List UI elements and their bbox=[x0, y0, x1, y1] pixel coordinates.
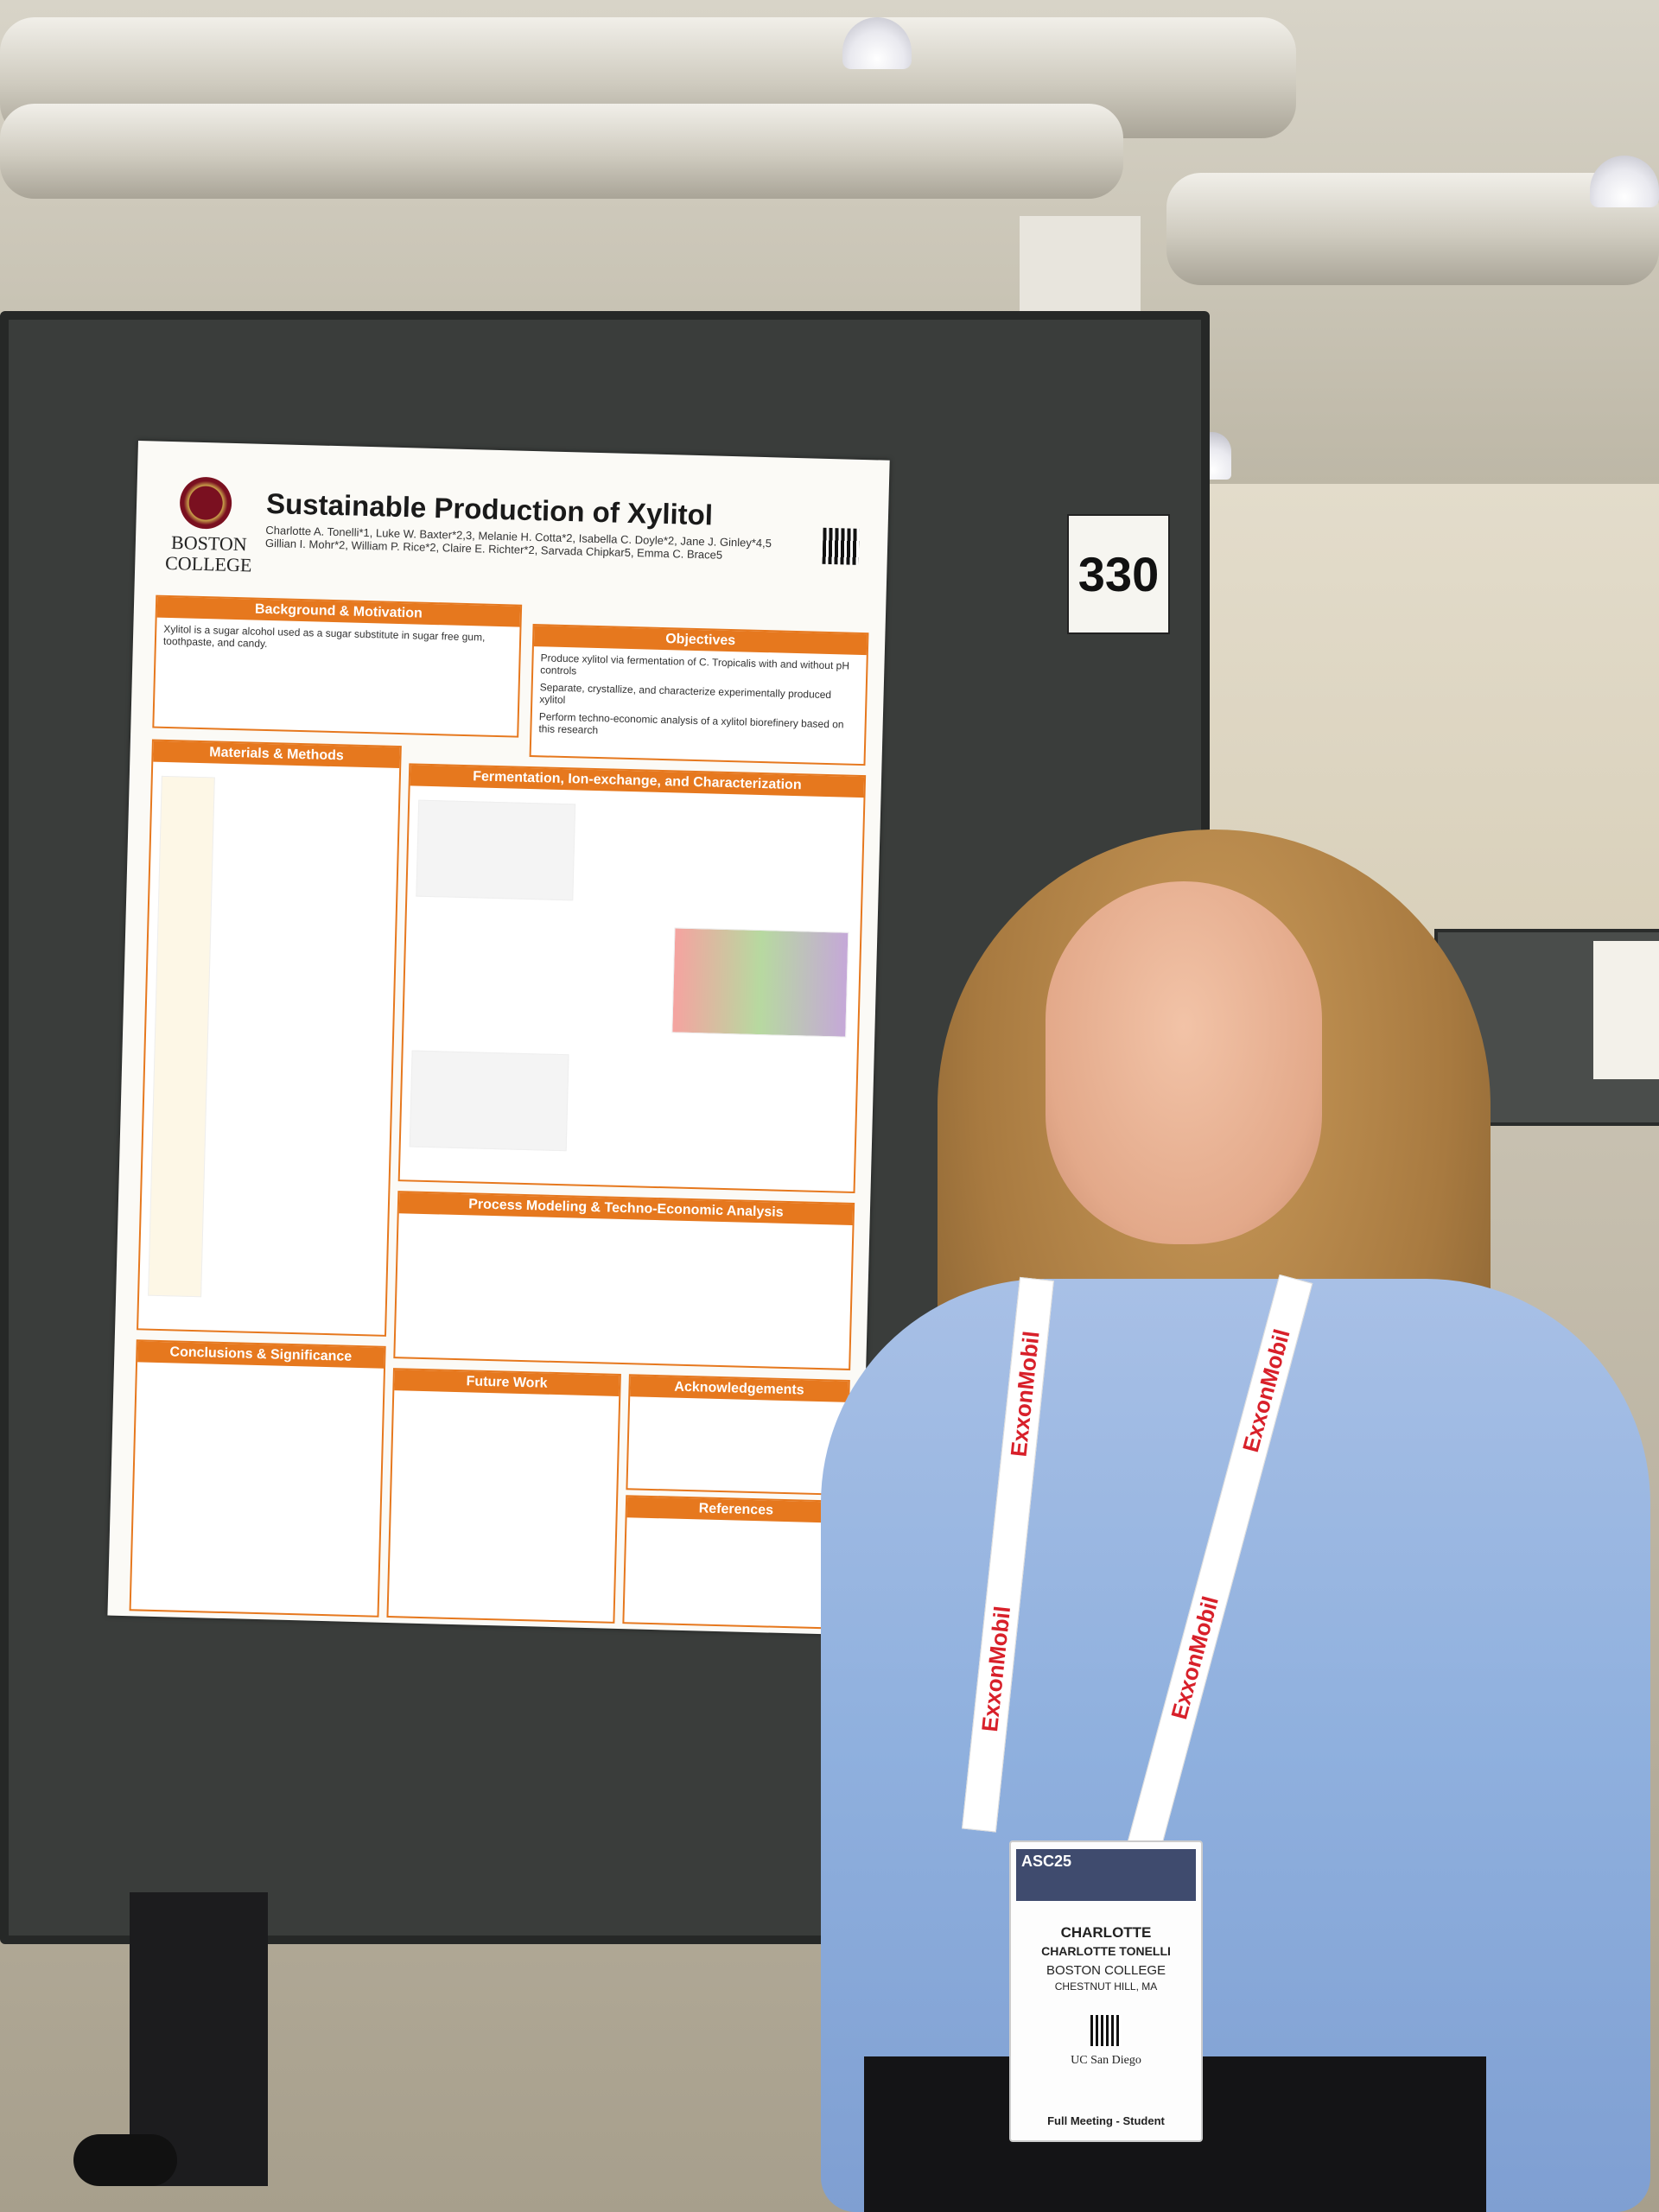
badge-header: ASC25 bbox=[1016, 1849, 1196, 1901]
badge-organization: BOSTON COLLEGE bbox=[1046, 1963, 1166, 1978]
ceiling-lamp bbox=[842, 17, 912, 69]
qr-code bbox=[822, 527, 860, 565]
badge-location: CHESTNUT HILL, MA bbox=[1054, 1980, 1158, 1993]
objective-item: Separate, crystallize, and characterize … bbox=[539, 681, 832, 707]
objective-item: Produce xylitol via fermentation of C. T… bbox=[540, 652, 850, 677]
badge-host: UC San Diego bbox=[1071, 2054, 1141, 2067]
name-badge: ASC25 CHARLOTTE CHARLOTTE TONELLI BOSTON… bbox=[1009, 1840, 1203, 2142]
board-number-sign: 330 bbox=[1067, 514, 1170, 634]
badge-type: Full Meeting - Student bbox=[1047, 2114, 1165, 2127]
section-acknowledgements: Acknowledgements bbox=[626, 1374, 850, 1496]
passerby-shoe bbox=[73, 2134, 177, 2186]
boston-college-seal bbox=[179, 476, 232, 530]
section-background: Background & Motivation Xylitol is a sug… bbox=[152, 594, 523, 738]
badge-full-name: CHARLOTTE TONELLI bbox=[1041, 1944, 1171, 1958]
badge-qr-code bbox=[1090, 2015, 1122, 2046]
section-fermentation: Fermentation, Ion-exchange, and Characte… bbox=[397, 763, 867, 1194]
badge-first-name: CHARLOTTE bbox=[1060, 1924, 1152, 1941]
ceiling-lamp bbox=[1590, 156, 1659, 207]
air-duct bbox=[1166, 173, 1659, 285]
section-conclusions: Conclusions & Significance bbox=[129, 1339, 386, 1618]
section-materials-methods: Materials & Methods bbox=[137, 739, 402, 1337]
section-process-modeling: Process Modeling & Techno-Economic Analy… bbox=[393, 1191, 855, 1370]
section-objectives: Objectives Produce xylitol via fermentat… bbox=[529, 624, 869, 766]
research-poster: BOSTON COLLEGE Sustainable Production of… bbox=[107, 441, 890, 1636]
section-references: References bbox=[622, 1495, 848, 1630]
institution-name: BOSTON COLLEGE bbox=[164, 531, 252, 576]
person-face bbox=[1046, 881, 1322, 1244]
section-future-work: Future Work bbox=[386, 1368, 621, 1624]
objective-item: Perform techno-economic analysis of a xy… bbox=[538, 710, 844, 737]
air-duct bbox=[0, 104, 1123, 199]
